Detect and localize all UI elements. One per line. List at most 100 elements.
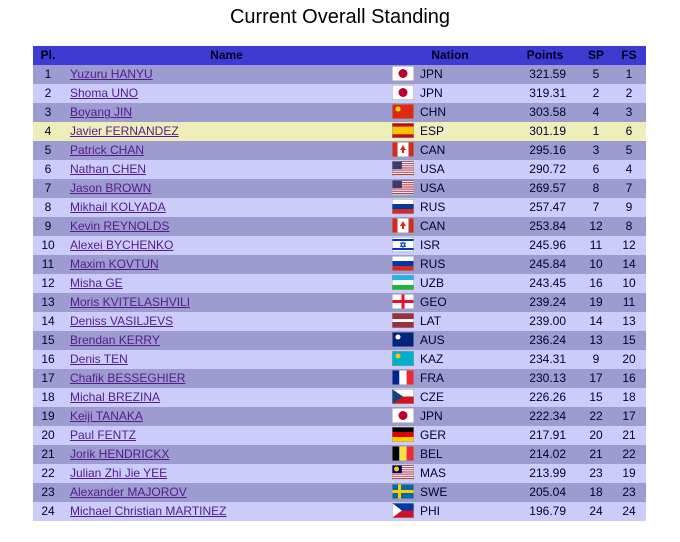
points-cell: 226.26 <box>529 390 566 404</box>
column-header: FS <box>612 46 646 65</box>
rank-cell: 21 <box>41 447 55 461</box>
rank-cell: 20 <box>41 428 55 442</box>
sp-rank-cell: 2 <box>592 86 600 100</box>
standing-row: 23 Alexander MAJOROV SWE 205.04 18 23 <box>33 483 646 502</box>
skater-cell: Jason BROWN <box>63 179 390 198</box>
flag-icon <box>392 66 414 82</box>
skater-cell: Julian Zhi Jie YEE <box>63 464 390 483</box>
points-cell: 295.16 <box>529 143 566 157</box>
header-row: Pl. Name Nation Points SP FS <box>33 46 646 65</box>
skater-link[interactable]: Chafik BESSEGHIER <box>70 371 186 385</box>
skater-link[interactable]: Paul FENTZ <box>70 428 137 442</box>
fs-rank-cell: 12 <box>622 238 636 252</box>
nation-cell: GEO <box>390 293 510 312</box>
skater-link[interactable]: Michael Christian MARTINEZ <box>70 504 227 518</box>
nation-cell: ESP <box>390 122 510 141</box>
fs-rank-cell: 2 <box>625 86 633 100</box>
fs-rank-cell: 23 <box>622 485 636 499</box>
rank-cell: 6 <box>44 162 52 176</box>
rank-cell: 18 <box>41 390 55 404</box>
skater-link[interactable]: Deniss VASILJEVS <box>70 314 174 328</box>
rank-cell: 10 <box>41 238 55 252</box>
points-cell: 319.31 <box>529 86 566 100</box>
standing-row: 20 Paul FENTZ GER 217.91 20 21 <box>33 426 646 445</box>
fs-rank-cell: 13 <box>622 314 636 328</box>
skater-link[interactable]: Julian Zhi Jie YEE <box>70 466 168 480</box>
skater-link[interactable]: Brendan KERRY <box>70 333 160 347</box>
nation-code: PHI <box>420 504 441 518</box>
skater-link[interactable]: Jason BROWN <box>70 181 152 195</box>
skater-link[interactable]: Keiji TANAKA <box>70 409 143 423</box>
flag-icon <box>392 503 414 519</box>
sp-rank-cell: 13 <box>589 333 603 347</box>
skater-link[interactable]: Moris KVITELASHVILI <box>70 295 191 309</box>
skater-link[interactable]: Alexander MAJOROV <box>70 485 187 499</box>
skater-link[interactable]: Mikhail KOLYADA <box>70 200 166 214</box>
flag-icon <box>392 123 414 139</box>
skater-link[interactable]: Kevin REYNOLDS <box>70 219 170 233</box>
skater-link[interactable]: Boyang JIN <box>70 105 133 119</box>
skater-link[interactable]: Yuzuru HANYU <box>70 67 153 81</box>
skater-link[interactable]: Michal BREZINA <box>70 390 161 404</box>
skater-link[interactable]: Denis TEN <box>70 352 128 366</box>
points-cell: 257.47 <box>529 200 566 214</box>
standing-row: 24 Michael Christian MARTINEZ PHI 196.79 24 2… <box>33 502 646 521</box>
skater-link[interactable]: Javier FERNANDEZ <box>70 124 179 138</box>
points-cell: 230.13 <box>529 371 566 385</box>
rank-cell: 9 <box>44 219 52 233</box>
skater-link[interactable]: Patrick CHAN <box>70 143 145 157</box>
skater-link[interactable]: Misha GE <box>70 276 123 290</box>
skater-link[interactable]: Maxim KOVTUN <box>70 257 159 271</box>
nation-cell: PHI <box>390 502 510 521</box>
nation-code: CAN <box>420 143 446 157</box>
nation-code: AUS <box>420 333 445 347</box>
skater-link[interactable]: Shoma UNO <box>70 86 139 100</box>
skater-cell: Jorik HENDRICKX <box>63 445 390 464</box>
skater-cell: Shoma UNO <box>63 84 390 103</box>
sp-rank-cell: 5 <box>592 67 600 81</box>
sp-rank-cell: 16 <box>589 276 603 290</box>
fs-rank-cell: 3 <box>625 105 633 119</box>
points-cell: 301.19 <box>529 124 566 138</box>
skater-link[interactable]: Jorik HENDRICKX <box>70 447 170 461</box>
nation-code: BEL <box>420 447 443 461</box>
fs-rank-cell: 10 <box>622 276 636 290</box>
nation-cell: LAT <box>390 312 510 331</box>
fs-rank-cell: 19 <box>622 466 636 480</box>
standing-row: 18 Michal BREZINA CZE 226.26 15 18 <box>33 388 646 407</box>
fs-rank-cell: 21 <box>622 428 636 442</box>
nation-code: UZB <box>420 276 444 290</box>
column-header: Nation <box>390 46 510 65</box>
skater-link[interactable]: Nathan CHEN <box>70 162 147 176</box>
standing-row: 12 Misha GE UZB 243.45 16 10 <box>33 274 646 293</box>
nation-code: USA <box>420 162 445 176</box>
nation-cell: CAN <box>390 141 510 160</box>
points-cell: 213.99 <box>529 466 566 480</box>
skater-link[interactable]: Alexei BYCHENKO <box>70 238 174 252</box>
column-header: Name <box>63 46 390 65</box>
sp-rank-cell: 19 <box>589 295 603 309</box>
nation-cell: RUS <box>390 198 510 217</box>
skater-cell: Kevin REYNOLDS <box>63 217 390 236</box>
skater-cell: Misha GE <box>63 274 390 293</box>
nation-cell: BEL <box>390 445 510 464</box>
skater-cell: Brendan KERRY <box>63 331 390 350</box>
nation-code: MAS <box>420 466 447 480</box>
fs-rank-cell: 16 <box>622 371 636 385</box>
sp-rank-cell: 7 <box>592 200 600 214</box>
flag-icon <box>392 313 414 329</box>
nation-code: KAZ <box>420 352 444 366</box>
flag-icon <box>392 408 414 424</box>
sp-rank-cell: 10 <box>589 257 603 271</box>
nation-cell: JPN <box>390 407 510 426</box>
rank-cell: 15 <box>41 333 55 347</box>
nation-code: JPN <box>420 67 443 81</box>
standing-row: 6 Nathan CHEN USA 290.72 6 4 <box>33 160 646 179</box>
fs-rank-cell: 11 <box>622 295 636 309</box>
nation-cell: MAS <box>390 464 510 483</box>
rank-cell: 4 <box>44 124 52 138</box>
sp-rank-cell: 6 <box>592 162 600 176</box>
nation-code: FRA <box>420 371 444 385</box>
fs-rank-cell: 20 <box>622 352 636 366</box>
standing-row: 17 Chafik BESSEGHIER FRA 230.13 17 16 <box>33 369 646 388</box>
